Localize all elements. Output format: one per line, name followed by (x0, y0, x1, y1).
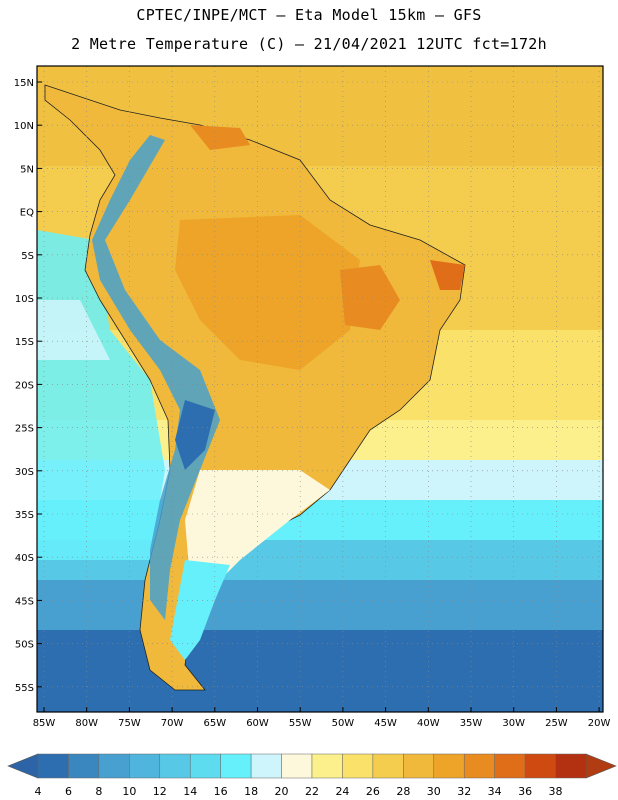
colorbar-label: 14 (183, 785, 197, 798)
lat-tick-label: 55S (15, 683, 34, 694)
colorbar-label: 6 (65, 785, 72, 798)
colorbar-low-arrow (7, 753, 39, 779)
lat-tick-label: 50S (15, 640, 34, 651)
altiplano-cold-core (175, 400, 215, 470)
lat-tick-label: 25S (15, 424, 34, 435)
lat-tick-label: 20S (15, 380, 34, 391)
colorbar: 4 6 8 10 12 14 16 18 20 22 24 26 28 30 32 34 36 38 (7, 753, 617, 798)
lon-tick-label: 80W (75, 718, 98, 729)
lat-tick-label: 10N (14, 121, 34, 132)
colorbar-label: 24 (335, 785, 349, 798)
chart-title-line-1: CPTEC/INPE/MCT – Eta Model 15km – GFS (136, 6, 482, 24)
lat-tick-label: 15S (15, 337, 34, 348)
colorbar-label: 16 (214, 785, 228, 798)
colorbar-swatch (494, 753, 526, 779)
colorbar-label: 28 (396, 785, 410, 798)
longitude-labels: 85W 80W 75W 70W 65W 60W 55W 50W 45W 40W 35W 30W 25W 2… (33, 707, 611, 729)
colorbar-swatch (189, 753, 221, 779)
ocean-band-10 (37, 580, 603, 630)
lon-tick-label: 20W (588, 718, 611, 729)
colorbar-label: 34 (488, 785, 502, 798)
map-border (36, 65, 604, 713)
colorbar-high-arrow (585, 753, 617, 779)
colorbar-label: 38 (549, 785, 563, 798)
colorbar-swatch (250, 753, 282, 779)
lat-tick-label: 35S (15, 510, 34, 521)
colorbar-swatch (159, 753, 191, 779)
lon-tick-label: 50W (332, 718, 355, 729)
colorbar-swatch (403, 753, 435, 779)
colorbar-swatch (98, 753, 130, 779)
colorbar-label: 22 (305, 785, 319, 798)
colorbar-label: 36 (518, 785, 532, 798)
lat-tick-label: 10S (15, 294, 34, 305)
colorbar-swatch (281, 753, 313, 779)
colorbar-swatch (555, 753, 587, 779)
interior-hot-zone (175, 215, 360, 370)
colorbar-swatch (129, 753, 161, 779)
colorbar-label: 32 (457, 785, 471, 798)
colorbar-label: 26 (366, 785, 380, 798)
colorbar-swatch (342, 753, 374, 779)
lat-tick-label: 15N (14, 78, 34, 89)
colorbar-swatch (68, 753, 100, 779)
lon-tick-label: 25W (545, 718, 568, 729)
colorbar-swatch (37, 753, 69, 779)
lat-tick-label: 40S (15, 553, 34, 564)
lon-tick-label: 85W (33, 718, 56, 729)
lat-tick-label: 5S (21, 251, 34, 262)
lat-tick-label: 45S (15, 596, 34, 607)
colorbar-swatch (372, 753, 404, 779)
colorbar-label: 10 (122, 785, 136, 798)
lon-tick-label: 70W (161, 718, 184, 729)
lat-tick-label: EQ (20, 208, 34, 219)
colorbar-swatch (311, 753, 343, 779)
lat-tick-label: 5N (20, 164, 34, 175)
colorbar-label: 18 (244, 785, 258, 798)
colorbar-swatch (433, 753, 465, 779)
lon-tick-label: 40W (417, 718, 440, 729)
pacific-mild-region (37, 300, 110, 360)
map-plot-area (37, 66, 603, 712)
colorbar-swatch (463, 753, 495, 779)
southern-cone-mild (185, 470, 330, 590)
northeast-hot-zone (340, 265, 400, 330)
colorbar-label: 30 (427, 785, 441, 798)
colorbar-label: 20 (275, 785, 289, 798)
lon-tick-label: 75W (118, 718, 141, 729)
coastal-hot-spot (430, 260, 465, 290)
patagonia-cool (170, 560, 230, 660)
venezuela-hot-zone (190, 125, 250, 150)
colorbar-label: 8 (95, 785, 102, 798)
colorbar-swatch (524, 753, 556, 779)
lon-tick-label: 65W (203, 718, 226, 729)
ocean-band-6 (37, 630, 603, 712)
lon-tick-label: 35W (460, 718, 483, 729)
colorbar-label: 4 (35, 785, 42, 798)
andes-cold-spine (92, 135, 220, 620)
latitude-labels: 15N 10N 5N EQ 5S 10S 15S 20S 25S 30S 35S 40S 45S 50S 5… (14, 78, 42, 694)
lon-tick-label: 45W (374, 718, 397, 729)
colorbar-label: 12 (153, 785, 167, 798)
chart-title-line-2: 2 Metre Temperature (C) – 21/04/2021 12U… (71, 35, 547, 53)
colorbar-swatch (220, 753, 252, 779)
lat-tick-label: 30S (15, 467, 34, 478)
lon-tick-label: 55W (289, 718, 312, 729)
lon-tick-label: 30W (502, 718, 525, 729)
lon-tick-label: 60W (246, 718, 269, 729)
